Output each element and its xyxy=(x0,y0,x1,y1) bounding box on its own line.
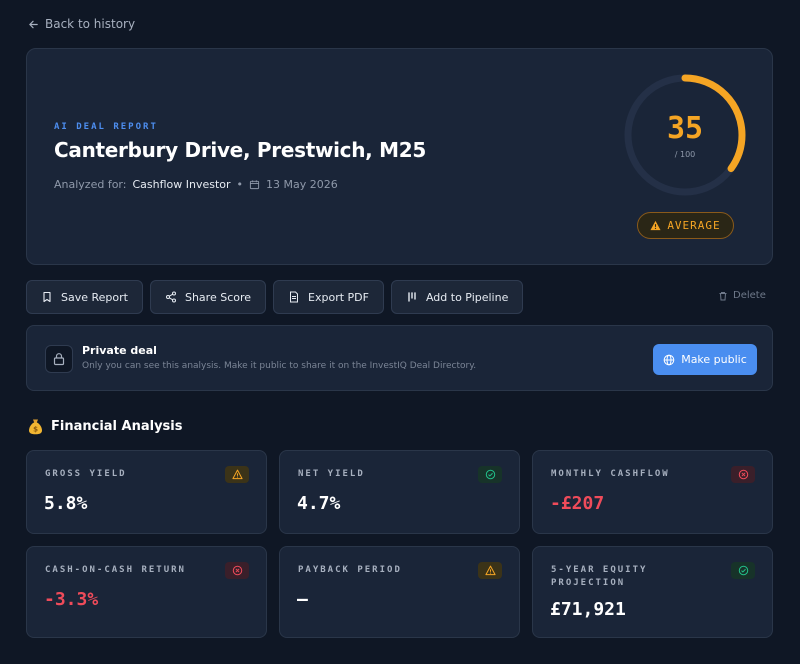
metric-card-net-yield: NET YIELD 4.7% xyxy=(279,450,520,534)
score-ring xyxy=(624,74,746,196)
financial-analysis-title: Financial Analysis xyxy=(51,419,183,434)
score-max: / 100 xyxy=(674,150,696,159)
metric-label: PAYBACK PERIOD xyxy=(298,565,402,575)
metric-value: 5.8% xyxy=(44,493,88,514)
save-report-label: Save Report xyxy=(61,290,128,304)
check-circle-icon xyxy=(485,469,495,480)
delete-button[interactable]: Delete xyxy=(718,290,766,301)
warning-icon xyxy=(231,469,243,480)
metric-value: £71,921 xyxy=(550,599,626,620)
add-to-pipeline-button[interactable]: Add to Pipeline xyxy=(390,280,524,314)
rating-badge: AVERAGE xyxy=(637,212,734,239)
metric-value: -3.3% xyxy=(44,589,99,610)
metric-card-cash-on-cash-return: CASH-ON-CASH RETURN -3.3% xyxy=(26,546,267,638)
report-date: 13 May 2026 xyxy=(266,178,338,191)
metric-value: — xyxy=(297,589,308,610)
metric-card-5-year-equity-projection: 5-YEAR EQUITY PROJECTION £71,921 xyxy=(532,546,773,638)
metric-label: MONTHLY CASHFLOW xyxy=(551,469,670,479)
analyzed-for-label: Analyzed for: xyxy=(54,178,127,191)
bookmark-icon xyxy=(43,291,51,303)
property-title: Canterbury Drive, Prestwich, M25 xyxy=(54,138,426,162)
error-indicator xyxy=(225,562,249,579)
privacy-title: Private deal xyxy=(82,344,157,357)
metric-card-gross-yield: GROSS YIELD 5.8% xyxy=(26,450,267,534)
warning-indicator xyxy=(478,562,502,579)
privacy-banner: Private deal Only you can see this analy… xyxy=(26,325,773,391)
x-circle-icon xyxy=(232,565,242,576)
document-icon xyxy=(290,291,299,303)
report-meta: Analyzed for: Cashflow Investor • 13 May… xyxy=(54,178,338,191)
arrow-left-icon xyxy=(29,20,38,28)
save-report-button[interactable]: Save Report xyxy=(26,280,143,314)
deal-score: 35 xyxy=(666,111,704,146)
metric-card-payback-period: PAYBACK PERIOD — xyxy=(279,546,520,638)
error-indicator xyxy=(731,466,755,483)
warning-icon xyxy=(484,565,496,576)
export-pdf-label: Export PDF xyxy=(308,290,369,304)
deal-report-card: AI DEAL REPORT Canterbury Drive, Prestwi… xyxy=(26,48,773,265)
export-pdf-button[interactable]: Export PDF xyxy=(273,280,384,314)
privacy-description: Only you can see this analysis. Make it … xyxy=(82,361,477,371)
warning-indicator xyxy=(225,466,249,483)
money-bag-icon: $ xyxy=(29,419,42,435)
warning-icon xyxy=(650,220,661,231)
metric-label: 5-YEAR EQUITY PROJECTION xyxy=(551,565,648,588)
make-public-button[interactable]: Make public xyxy=(653,344,757,375)
make-public-label: Make public xyxy=(681,353,747,366)
check-indicator xyxy=(478,466,502,483)
globe-icon xyxy=(663,354,675,365)
financial-analysis-heading: $ Financial Analysis xyxy=(28,418,183,435)
calendar-icon xyxy=(249,180,260,190)
svg-text:$: $ xyxy=(33,426,38,434)
share-score-button[interactable]: Share Score xyxy=(149,280,267,314)
pipeline-icon xyxy=(408,292,416,302)
metric-label: GROSS YIELD xyxy=(45,469,127,479)
lock-icon-box xyxy=(45,345,73,373)
metric-value: -£207 xyxy=(550,493,605,514)
back-label: Back to history xyxy=(45,17,136,31)
metric-value: 4.7% xyxy=(297,493,341,514)
metric-card-monthly-cashflow: MONTHLY CASHFLOW -£207 xyxy=(532,450,773,534)
meta-separator: • xyxy=(236,178,244,191)
trash-icon xyxy=(719,291,727,300)
add-to-pipeline-label: Add to Pipeline xyxy=(425,290,509,304)
check-indicator xyxy=(731,562,755,579)
metric-label: NET YIELD xyxy=(298,469,365,479)
back-to-history-link[interactable]: Back to history xyxy=(28,17,135,31)
lock-icon xyxy=(53,353,65,366)
investor-type: Cashflow Investor xyxy=(132,178,231,191)
score-arc xyxy=(624,74,746,196)
share-score-label: Share Score xyxy=(184,290,252,304)
share-icon xyxy=(165,291,176,303)
delete-label: Delete xyxy=(733,290,766,301)
rating-label: AVERAGE xyxy=(667,219,721,232)
metric-label: CASH-ON-CASH RETURN xyxy=(45,565,186,575)
x-circle-icon xyxy=(738,469,748,480)
check-circle-icon xyxy=(738,565,748,576)
report-eyebrow: AI DEAL REPORT xyxy=(54,122,158,132)
report-toolbar: Save Report Share Score Export PDF Add t… xyxy=(26,280,524,314)
